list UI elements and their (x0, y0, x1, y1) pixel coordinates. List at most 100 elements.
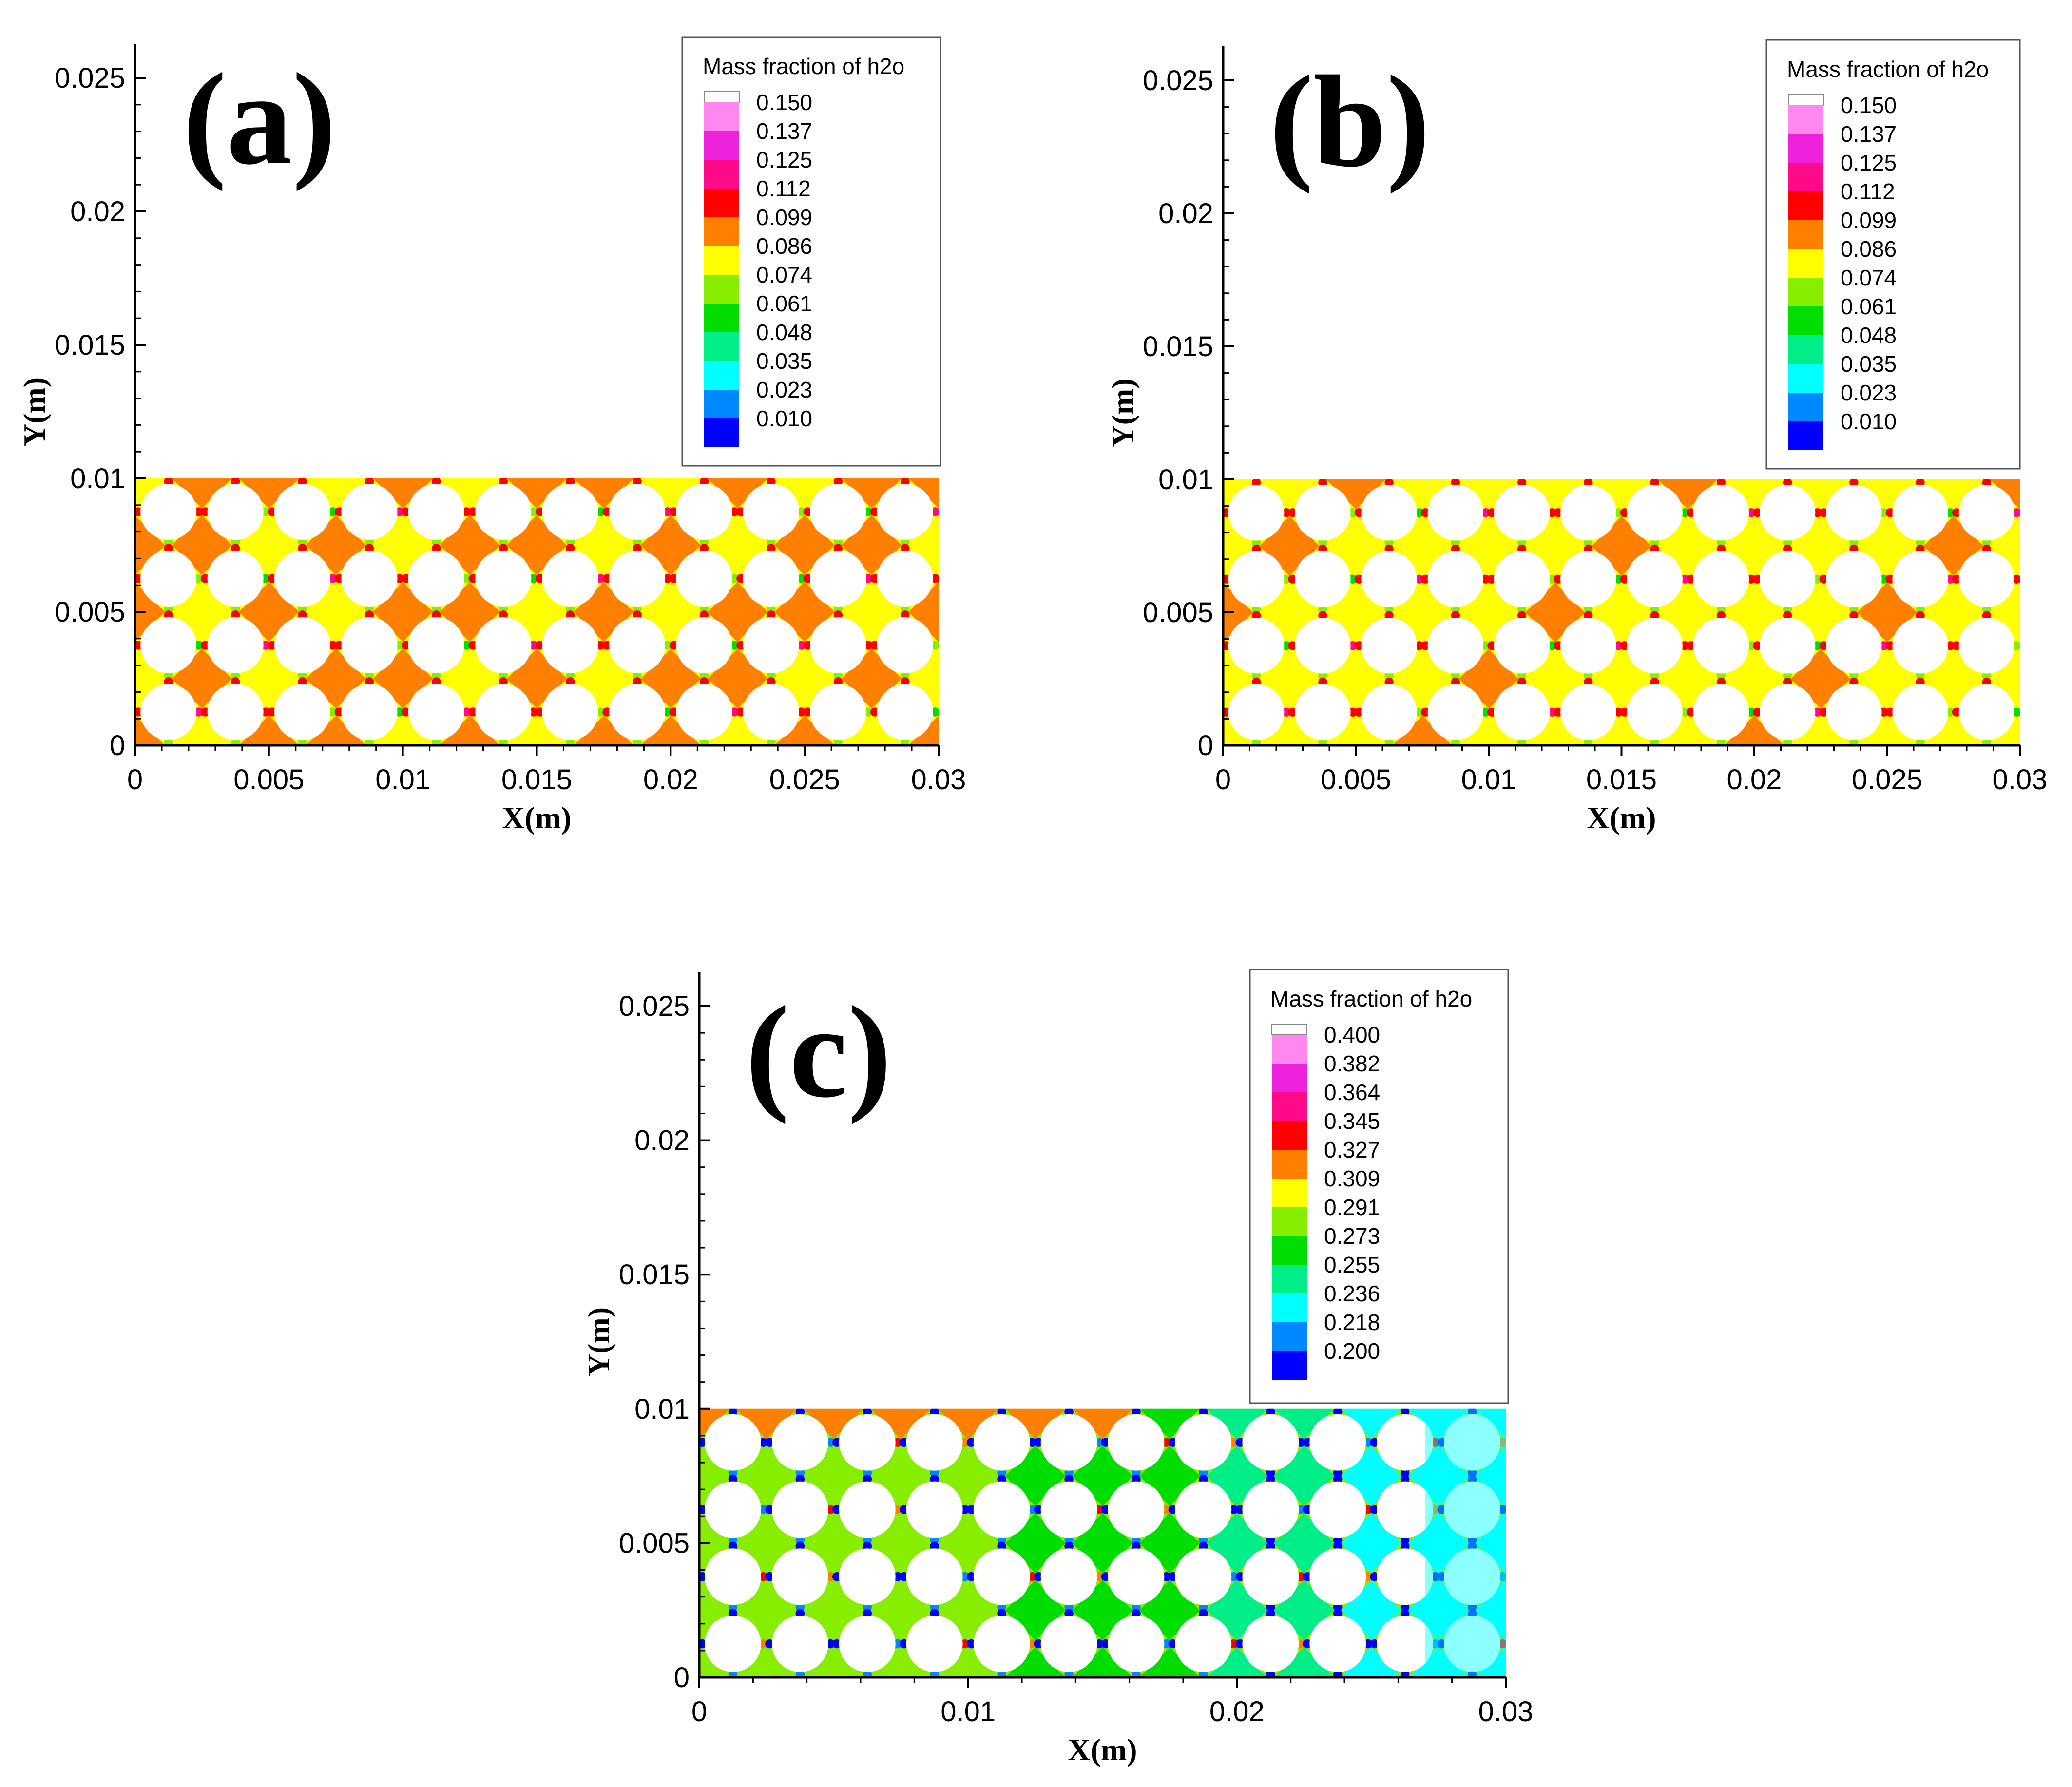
field-spot (566, 537, 575, 547)
field-spot (699, 544, 709, 553)
field-band (1274, 1580, 1335, 1641)
field-spot (1348, 641, 1358, 650)
field-band (774, 478, 835, 509)
field-spot (893, 1438, 902, 1447)
field-spot (1467, 1602, 1477, 1612)
field-spot (1481, 707, 1490, 717)
field-spot (795, 1474, 805, 1484)
circle-obstacle-icon (810, 684, 866, 741)
field-spot (1266, 1468, 1275, 1478)
y-tick-label: 0.02 (634, 1125, 690, 1157)
circle-obstacle-icon (341, 684, 398, 741)
field-spot (1384, 605, 1394, 614)
field-band (736, 1408, 797, 1439)
legend-swatch (1271, 1024, 1307, 1035)
circle-obstacle-icon (1228, 551, 1285, 607)
field-band (135, 478, 165, 509)
field-spot (1517, 538, 1527, 548)
legend-swatch (1272, 1351, 1307, 1380)
field-spot (795, 1602, 805, 1612)
field-spot (468, 507, 478, 516)
field-spot (1584, 544, 1593, 554)
field-spot (930, 1468, 939, 1478)
circle-obstacle-icon (1826, 618, 1882, 674)
circle-obstacle-icon (1759, 485, 1816, 541)
field-spot (997, 1541, 1006, 1551)
field-band (1923, 715, 1984, 745)
legend-swatch (1788, 191, 1823, 220)
circle-obstacle-icon (274, 550, 331, 607)
field-spot (832, 1438, 842, 1447)
field-spot (194, 641, 204, 650)
field-band (1223, 649, 1253, 709)
circle-obstacle-icon (207, 684, 264, 741)
field-spot (893, 1505, 902, 1514)
field-band (506, 478, 567, 509)
field-spot (1384, 611, 1394, 620)
field-band (1990, 649, 2020, 709)
field-spot (833, 604, 843, 613)
legend-swatch (704, 304, 739, 332)
field-spot (966, 1639, 976, 1649)
field-spot (432, 604, 441, 613)
legend-level-label: 0.150 (756, 90, 812, 115)
field-band (803, 1647, 864, 1678)
field-spot (767, 671, 776, 680)
field-spot (728, 1535, 738, 1545)
circle-obstacle-icon (475, 684, 532, 741)
field-spot (1946, 641, 1955, 650)
field-spot (899, 1505, 909, 1514)
circle-obstacle-icon (1040, 1481, 1097, 1538)
field-spot (1437, 1639, 1446, 1649)
field-spot (795, 1609, 805, 1618)
field-spot (1266, 1535, 1275, 1545)
field-spot (334, 641, 344, 650)
circle-obstacle-icon (771, 1414, 828, 1471)
circle-obstacle-icon (1494, 551, 1550, 607)
legend-swatch (1272, 1092, 1307, 1121)
field-spot (1746, 574, 1756, 584)
field-spot (1168, 1572, 1178, 1581)
field-spot (1431, 1505, 1440, 1514)
field-spot (997, 1602, 1006, 1612)
field-spot (298, 544, 307, 553)
field-spot (1431, 1639, 1440, 1649)
field-spot (1783, 671, 1792, 681)
legend-level-label: 0.291 (1324, 1195, 1380, 1220)
circle-obstacle-icon (1361, 551, 1417, 607)
field-spot (1282, 707, 1291, 717)
field-spot (1132, 1609, 1141, 1618)
x-tick-label: 0.005 (233, 764, 304, 796)
field-spot (863, 1535, 872, 1545)
field-band (1139, 1647, 1200, 1678)
field-spot (863, 641, 873, 650)
circle-obstacle-icon (743, 617, 799, 674)
field-spot (1235, 1505, 1245, 1514)
circle-obstacle-icon (810, 617, 866, 674)
legend-swatch (1272, 1236, 1307, 1265)
x-tick-label: 0.025 (1852, 764, 1922, 796)
field-spot (1982, 671, 1992, 681)
field-spot (1303, 1438, 1312, 1447)
field-spot (1333, 1609, 1343, 1618)
field-spot (268, 574, 277, 583)
field-spot (1554, 574, 1563, 584)
x-tick-label: 0.02 (643, 764, 698, 796)
legend-level-label: 0.236 (1324, 1281, 1380, 1306)
field-band (1475, 1408, 1506, 1439)
field-band (1475, 1580, 1506, 1641)
axes: 0 0.005 0.01 0.015 0.02 0.025 0.03 0 0.005 0.01 0.… (1105, 46, 2047, 835)
field-spot (765, 1505, 774, 1514)
legend-level-label: 0.382 (1324, 1051, 1380, 1076)
field-spot (1333, 1541, 1343, 1551)
field-spot (1467, 1474, 1477, 1484)
field-spot (1487, 574, 1496, 584)
x-tick-label: 0.005 (1321, 764, 1391, 796)
field-spot (230, 544, 240, 553)
field-spot (1162, 1505, 1171, 1514)
field-spot (365, 677, 374, 686)
field-spot (863, 1474, 872, 1484)
field-band (1207, 1647, 1267, 1678)
field-spot (1753, 574, 1762, 584)
circle-obstacle-icon (705, 1414, 761, 1471)
